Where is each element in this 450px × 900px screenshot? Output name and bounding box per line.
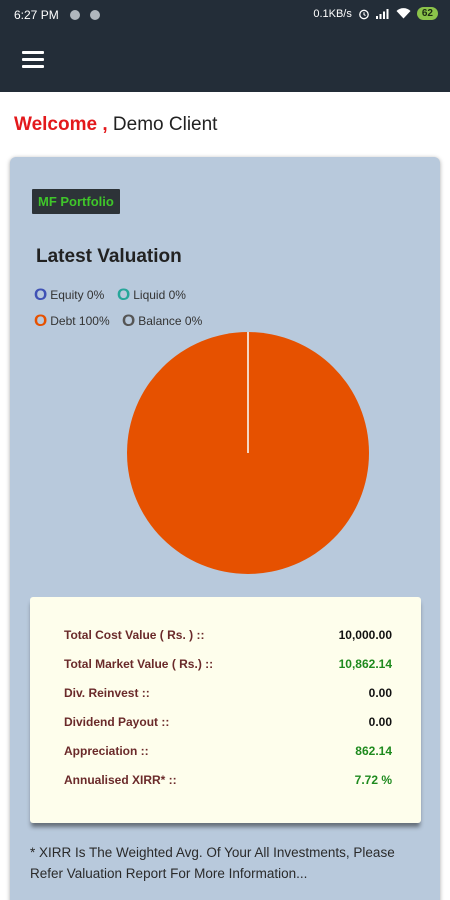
- valuation-value: 0.00: [368, 686, 392, 700]
- status-icons: 0.1KB/s 62: [313, 7, 438, 20]
- status-bar: 6:27 PM 0.1KB/s 62: [0, 0, 450, 30]
- legend-debt: O Debt 100%: [34, 310, 110, 330]
- valuation-label: Dividend Payout ::: [64, 715, 170, 729]
- valuation-row: Div. Reinvest :: 0.00: [64, 686, 392, 706]
- legend-label: Liquid 0%: [133, 288, 186, 302]
- alarm-icon: [359, 9, 369, 19]
- mf-portfolio-badge[interactable]: MF Portfolio: [32, 189, 120, 214]
- valuation-value: 10,000.00: [338, 628, 392, 642]
- notification-dot-icon: [70, 10, 80, 20]
- welcome-text: Welcome , Demo Client: [14, 114, 217, 136]
- valuation-label: Div. Reinvest ::: [64, 686, 150, 700]
- battery-icon: 62: [416, 7, 438, 20]
- valuation-row: Dividend Payout :: 0.00: [64, 715, 392, 735]
- valuation-row: Annualised XIRR* :: 7.72 %: [64, 773, 392, 793]
- wifi-icon: [396, 8, 411, 19]
- legend-balance: O Balance 0%: [122, 310, 202, 330]
- valuation-label: Total Market Value ( Rs.) ::: [64, 657, 214, 671]
- valuation-value: 0.00: [368, 715, 392, 729]
- valuation-summary: Total Cost Value ( Rs. ) :: 10,000.00 Tota…: [30, 597, 421, 823]
- legend-marker-icon: O: [34, 285, 48, 304]
- signal-icon: [375, 9, 389, 19]
- notification-dot-icon: [90, 10, 100, 20]
- legend-label: Debt 100%: [50, 314, 110, 328]
- legend-liquid: O Liquid 0%: [117, 284, 186, 304]
- legend-marker-icon: O: [122, 311, 136, 330]
- valuation-pie-chart: [127, 332, 369, 574]
- status-time: 6:27 PM: [14, 8, 59, 22]
- legend-label: Equity 0%: [50, 288, 105, 302]
- valuation-value: 7.72 %: [354, 773, 392, 787]
- legend-marker-icon: O: [34, 311, 48, 330]
- valuation-label: Total Cost Value ( Rs. ) ::: [64, 628, 205, 642]
- xirr-note: * XIRR Is The Weighted Avg. Of Your All …: [30, 845, 395, 881]
- menu-icon[interactable]: [22, 51, 44, 69]
- legend-equity: O Equity 0%: [34, 284, 104, 304]
- network-speed: 0.1KB/s: [313, 7, 352, 20]
- valuation-row: Total Market Value ( Rs.) :: 10,862.14: [64, 657, 392, 677]
- valuation-label: Appreciation ::: [64, 744, 149, 758]
- legend-label: Balance 0%: [138, 314, 203, 328]
- valuation-row: Appreciation :: 862.14: [64, 744, 392, 764]
- portfolio-card: MF Portfolio Latest Valuation O Equity 0%…: [10, 157, 440, 900]
- valuation-value: 862.14: [355, 744, 392, 758]
- latest-valuation-title: Latest Valuation: [36, 246, 182, 267]
- valuation-value: 10,862.14: [338, 657, 392, 671]
- app-bar: [0, 30, 450, 92]
- welcome-label: Welcome ,: [14, 114, 108, 135]
- valuation-row: Total Cost Value ( Rs. ) :: 10,000.00: [64, 628, 392, 648]
- legend-marker-icon: O: [117, 285, 131, 304]
- client-name: Demo Client: [112, 114, 218, 135]
- valuation-label: Annualised XIRR* ::: [64, 773, 177, 787]
